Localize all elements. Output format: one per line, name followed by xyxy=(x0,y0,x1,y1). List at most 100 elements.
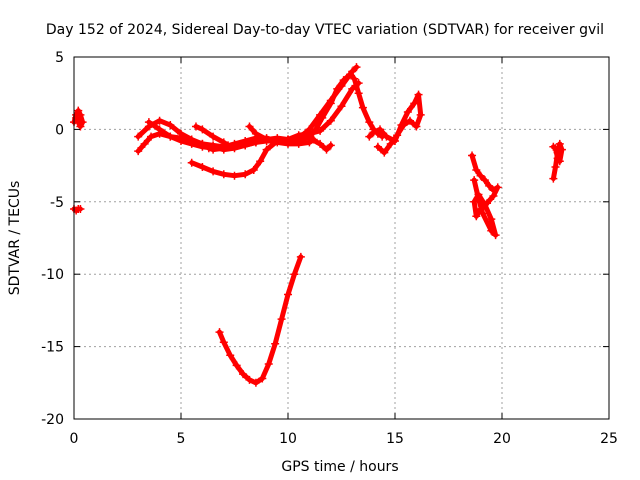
data-point xyxy=(258,374,267,383)
data-point xyxy=(251,378,260,387)
data-point xyxy=(468,151,477,160)
data-point xyxy=(487,226,496,235)
data-point xyxy=(230,142,239,151)
data-point xyxy=(326,141,335,150)
data-point xyxy=(476,205,485,214)
data-point xyxy=(251,138,260,147)
data-point xyxy=(134,132,143,141)
x-axis-label: GPS time / hours xyxy=(281,459,398,475)
data-point xyxy=(239,370,248,379)
data-point xyxy=(472,212,481,221)
data-point xyxy=(474,194,483,203)
data-point xyxy=(305,125,314,134)
data-point xyxy=(337,102,346,111)
data-point xyxy=(470,197,479,206)
data-point xyxy=(549,142,558,151)
data-point xyxy=(251,129,260,138)
data-point xyxy=(198,163,207,172)
data-point xyxy=(316,139,325,148)
data-point xyxy=(249,165,258,174)
data-point xyxy=(549,174,558,183)
data-point xyxy=(322,145,331,154)
data-point xyxy=(410,99,419,108)
data-point xyxy=(219,170,228,179)
grid-lines xyxy=(74,57,609,419)
data-point xyxy=(485,181,494,190)
data-point xyxy=(230,171,239,180)
data-point xyxy=(262,135,271,144)
data-point xyxy=(348,67,357,76)
data-point xyxy=(294,139,303,148)
data-point xyxy=(76,205,85,214)
data-point xyxy=(262,145,271,154)
data-point xyxy=(134,147,143,156)
data-point xyxy=(358,103,367,112)
data-point xyxy=(309,135,318,144)
data-point xyxy=(140,139,149,148)
data-point xyxy=(412,122,421,131)
data-point xyxy=(245,375,254,384)
series-line-arc-9 xyxy=(217,254,304,386)
data-point xyxy=(380,148,389,157)
data-point xyxy=(480,176,489,185)
data-point xyxy=(256,157,265,166)
data-point xyxy=(352,63,361,72)
data-point xyxy=(472,165,481,174)
data-point xyxy=(241,170,250,179)
data-point xyxy=(326,116,335,125)
data-point xyxy=(198,139,207,148)
axis-ticks: 0 5 10 15 20 25 5 0 -5 -10 -15 -20 xyxy=(41,50,618,447)
data-point xyxy=(391,136,399,145)
data-point xyxy=(405,116,414,125)
data-point xyxy=(76,110,85,119)
data-point xyxy=(316,126,325,135)
data-point xyxy=(354,89,363,98)
data-point xyxy=(78,118,87,127)
data-point xyxy=(326,96,335,105)
chart-title: Day 152 of 2024, Sidereal Day-to-day VTE… xyxy=(46,22,604,38)
data-point xyxy=(277,315,286,324)
x-tick-label: 0 xyxy=(70,431,79,447)
data-point xyxy=(155,125,164,134)
y-tick-label: -5 xyxy=(50,195,64,211)
data-point xyxy=(273,138,282,147)
data-point xyxy=(373,142,382,151)
data-point xyxy=(551,163,560,172)
data-point xyxy=(365,118,374,127)
data-point xyxy=(209,132,218,141)
x-tick-label: 20 xyxy=(493,431,511,447)
data-point xyxy=(271,339,280,348)
y-tick-label: -15 xyxy=(41,340,64,356)
data-point xyxy=(209,167,218,176)
data-point xyxy=(232,361,241,370)
data-point xyxy=(187,136,196,145)
data-point xyxy=(470,176,479,185)
x-tick-label: 10 xyxy=(279,431,297,447)
data-point xyxy=(147,132,156,141)
data-point xyxy=(476,171,485,180)
x-tick-label: 15 xyxy=(386,431,404,447)
data-point xyxy=(493,183,502,192)
data-point xyxy=(226,351,235,360)
data-point xyxy=(399,121,408,130)
data-point xyxy=(290,270,299,279)
data-point xyxy=(215,328,224,337)
data-point xyxy=(264,359,273,368)
data-point xyxy=(348,84,357,93)
x-tick-label: 25 xyxy=(600,431,618,447)
x-tick-label: 5 xyxy=(177,431,186,447)
data-point xyxy=(369,128,378,137)
data-point xyxy=(557,145,566,154)
data-point xyxy=(416,110,425,119)
data-point xyxy=(382,132,391,141)
data-point xyxy=(166,121,175,130)
data-point xyxy=(350,74,359,83)
data-point xyxy=(219,338,228,347)
data-point xyxy=(224,141,233,150)
data-point xyxy=(337,81,346,90)
data-point xyxy=(187,158,196,167)
data-point xyxy=(487,215,496,224)
data-point xyxy=(209,145,218,154)
data-point xyxy=(478,209,487,218)
